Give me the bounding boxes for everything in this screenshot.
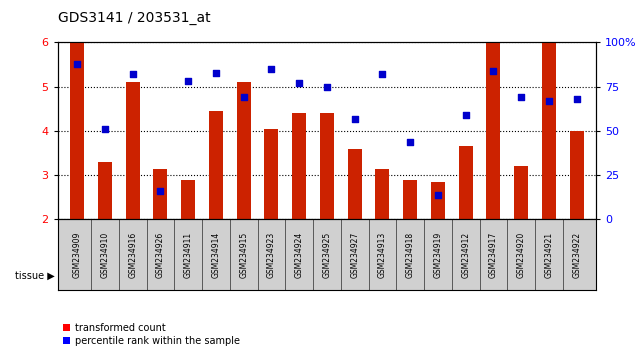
Bar: [209, 111, 223, 219]
Bar: [542, 42, 556, 219]
Text: GSM234922: GSM234922: [572, 232, 581, 278]
Text: ascending colon: ascending colon: [360, 272, 433, 281]
Text: GSM234917: GSM234917: [489, 232, 498, 278]
Bar: [424, 262, 479, 290]
Bar: [514, 166, 528, 219]
Bar: [63, 262, 174, 290]
Text: sigmoid colon: sigmoid colon: [87, 272, 150, 281]
Point: [211, 70, 221, 75]
Bar: [403, 180, 417, 219]
Point: [294, 80, 304, 86]
Text: GSM234909: GSM234909: [72, 232, 81, 278]
Bar: [431, 182, 445, 219]
Text: GSM234920: GSM234920: [517, 232, 526, 278]
Text: GSM234927: GSM234927: [350, 232, 359, 278]
Bar: [459, 147, 472, 219]
Text: GSM234923: GSM234923: [267, 232, 276, 278]
Bar: [369, 262, 424, 290]
Bar: [347, 149, 362, 219]
Text: GSM234911: GSM234911: [183, 232, 193, 278]
Point: [183, 79, 194, 84]
Text: GSM234914: GSM234914: [212, 232, 221, 278]
Bar: [237, 82, 251, 219]
Point: [349, 116, 360, 121]
Point: [155, 188, 165, 194]
Text: rectum: rectum: [255, 272, 288, 281]
Bar: [153, 169, 167, 219]
Point: [460, 112, 470, 118]
Point: [128, 72, 138, 77]
Point: [488, 68, 499, 74]
Point: [72, 61, 82, 67]
Text: GSM234912: GSM234912: [461, 232, 470, 278]
Bar: [487, 42, 501, 219]
Text: GSM234926: GSM234926: [156, 232, 165, 278]
Point: [405, 139, 415, 144]
Bar: [265, 129, 278, 219]
Point: [266, 66, 276, 72]
Text: GSM234910: GSM234910: [101, 232, 110, 278]
Bar: [126, 82, 140, 219]
Text: GSM234925: GSM234925: [322, 232, 331, 278]
Point: [433, 192, 443, 198]
Point: [322, 84, 332, 90]
Text: GSM234924: GSM234924: [295, 232, 304, 278]
Bar: [181, 180, 195, 219]
Bar: [70, 42, 84, 219]
Text: GSM234916: GSM234916: [128, 232, 137, 278]
Bar: [376, 169, 389, 219]
Point: [516, 95, 526, 100]
Text: transverse colon: transverse colon: [497, 272, 573, 281]
Point: [100, 126, 110, 132]
Point: [378, 72, 388, 77]
Point: [238, 95, 249, 100]
Legend: transformed count, percentile rank within the sample: transformed count, percentile rank withi…: [63, 323, 240, 346]
Text: GSM234913: GSM234913: [378, 232, 387, 278]
Text: GSM234921: GSM234921: [544, 232, 553, 278]
Bar: [479, 262, 590, 290]
Text: GSM234918: GSM234918: [406, 232, 415, 278]
Bar: [292, 113, 306, 219]
Text: GSM234915: GSM234915: [239, 232, 248, 278]
Point: [544, 98, 554, 104]
Bar: [570, 131, 584, 219]
Text: tissue ▶: tissue ▶: [15, 271, 54, 281]
Text: GSM234919: GSM234919: [433, 232, 442, 278]
Text: cecum: cecum: [437, 272, 467, 281]
Bar: [174, 262, 369, 290]
Point: [572, 96, 582, 102]
Bar: [320, 113, 334, 219]
Text: GDS3141 / 203531_at: GDS3141 / 203531_at: [58, 11, 210, 25]
Bar: [98, 162, 112, 219]
